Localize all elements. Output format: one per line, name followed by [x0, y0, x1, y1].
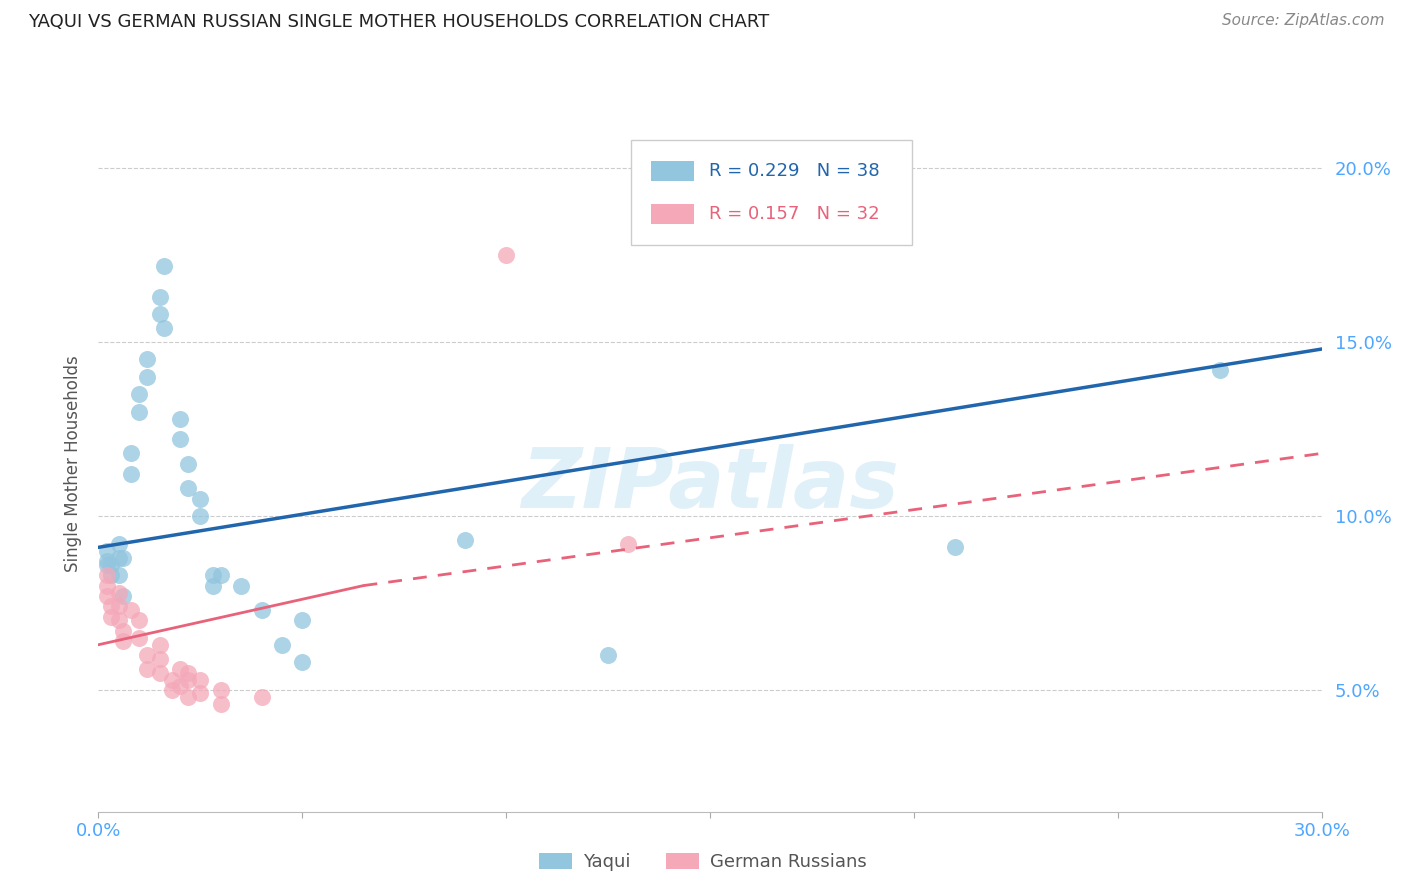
Point: [617, 537, 640, 551]
Point: [149, 307, 172, 321]
Point: [128, 614, 150, 628]
Point: [250, 690, 273, 704]
Point: [598, 648, 620, 662]
Point: [291, 655, 314, 669]
Text: R = 0.157   N = 32: R = 0.157 N = 32: [709, 205, 879, 223]
Point: [188, 491, 212, 506]
Point: [169, 662, 191, 676]
Point: [291, 614, 314, 628]
Text: R = 0.229   N = 38: R = 0.229 N = 38: [709, 162, 879, 180]
Point: [149, 290, 172, 304]
Point: [149, 651, 172, 665]
Point: [231, 578, 253, 592]
Point: [169, 680, 191, 694]
Point: [100, 568, 122, 582]
Point: [96, 589, 118, 603]
Point: [111, 550, 134, 565]
Text: Source: ZipAtlas.com: Source: ZipAtlas.com: [1222, 13, 1385, 29]
Point: [111, 634, 134, 648]
Point: [128, 387, 150, 401]
Text: ZIPatlas: ZIPatlas: [522, 444, 898, 525]
Point: [160, 683, 183, 698]
Point: [201, 578, 224, 592]
Point: [108, 614, 131, 628]
Point: [108, 550, 131, 565]
Point: [136, 369, 159, 384]
Point: [100, 558, 122, 572]
Point: [96, 578, 118, 592]
Point: [177, 665, 200, 680]
Point: [177, 481, 200, 495]
Point: [128, 404, 150, 418]
Point: [96, 568, 118, 582]
Point: [188, 508, 212, 523]
Point: [149, 665, 172, 680]
Point: [201, 568, 224, 582]
Point: [136, 662, 159, 676]
Point: [177, 690, 200, 704]
Point: [169, 433, 191, 447]
Point: [100, 610, 122, 624]
Point: [108, 585, 131, 599]
Point: [128, 631, 150, 645]
Legend: Yaqui, German Russians: Yaqui, German Russians: [533, 846, 873, 879]
Point: [96, 554, 118, 568]
Point: [209, 697, 232, 711]
Point: [152, 321, 174, 335]
Point: [136, 648, 159, 662]
Point: [108, 537, 131, 551]
Point: [169, 411, 191, 425]
Point: [454, 533, 477, 548]
Point: [177, 673, 200, 687]
Point: [250, 603, 273, 617]
Point: [270, 638, 294, 652]
Point: [495, 248, 517, 262]
Point: [100, 599, 122, 614]
Point: [160, 673, 183, 687]
Point: [120, 467, 142, 482]
Point: [152, 259, 174, 273]
Point: [111, 589, 134, 603]
Y-axis label: Single Mother Households: Single Mother Households: [65, 356, 83, 572]
Point: [108, 599, 131, 614]
Point: [149, 638, 172, 652]
Point: [111, 624, 134, 638]
Point: [943, 541, 966, 555]
Point: [188, 673, 212, 687]
Point: [209, 568, 232, 582]
FancyBboxPatch shape: [630, 140, 912, 244]
Point: [209, 683, 232, 698]
Bar: [651, 204, 695, 224]
Point: [96, 543, 118, 558]
Point: [136, 352, 159, 367]
Point: [1209, 363, 1232, 377]
Bar: [651, 161, 695, 181]
Point: [177, 457, 200, 471]
Text: YAQUI VS GERMAN RUSSIAN SINGLE MOTHER HOUSEHOLDS CORRELATION CHART: YAQUI VS GERMAN RUSSIAN SINGLE MOTHER HO…: [28, 13, 769, 31]
Point: [188, 686, 212, 700]
Point: [120, 603, 142, 617]
Point: [108, 568, 131, 582]
Point: [96, 558, 118, 572]
Point: [120, 446, 142, 460]
